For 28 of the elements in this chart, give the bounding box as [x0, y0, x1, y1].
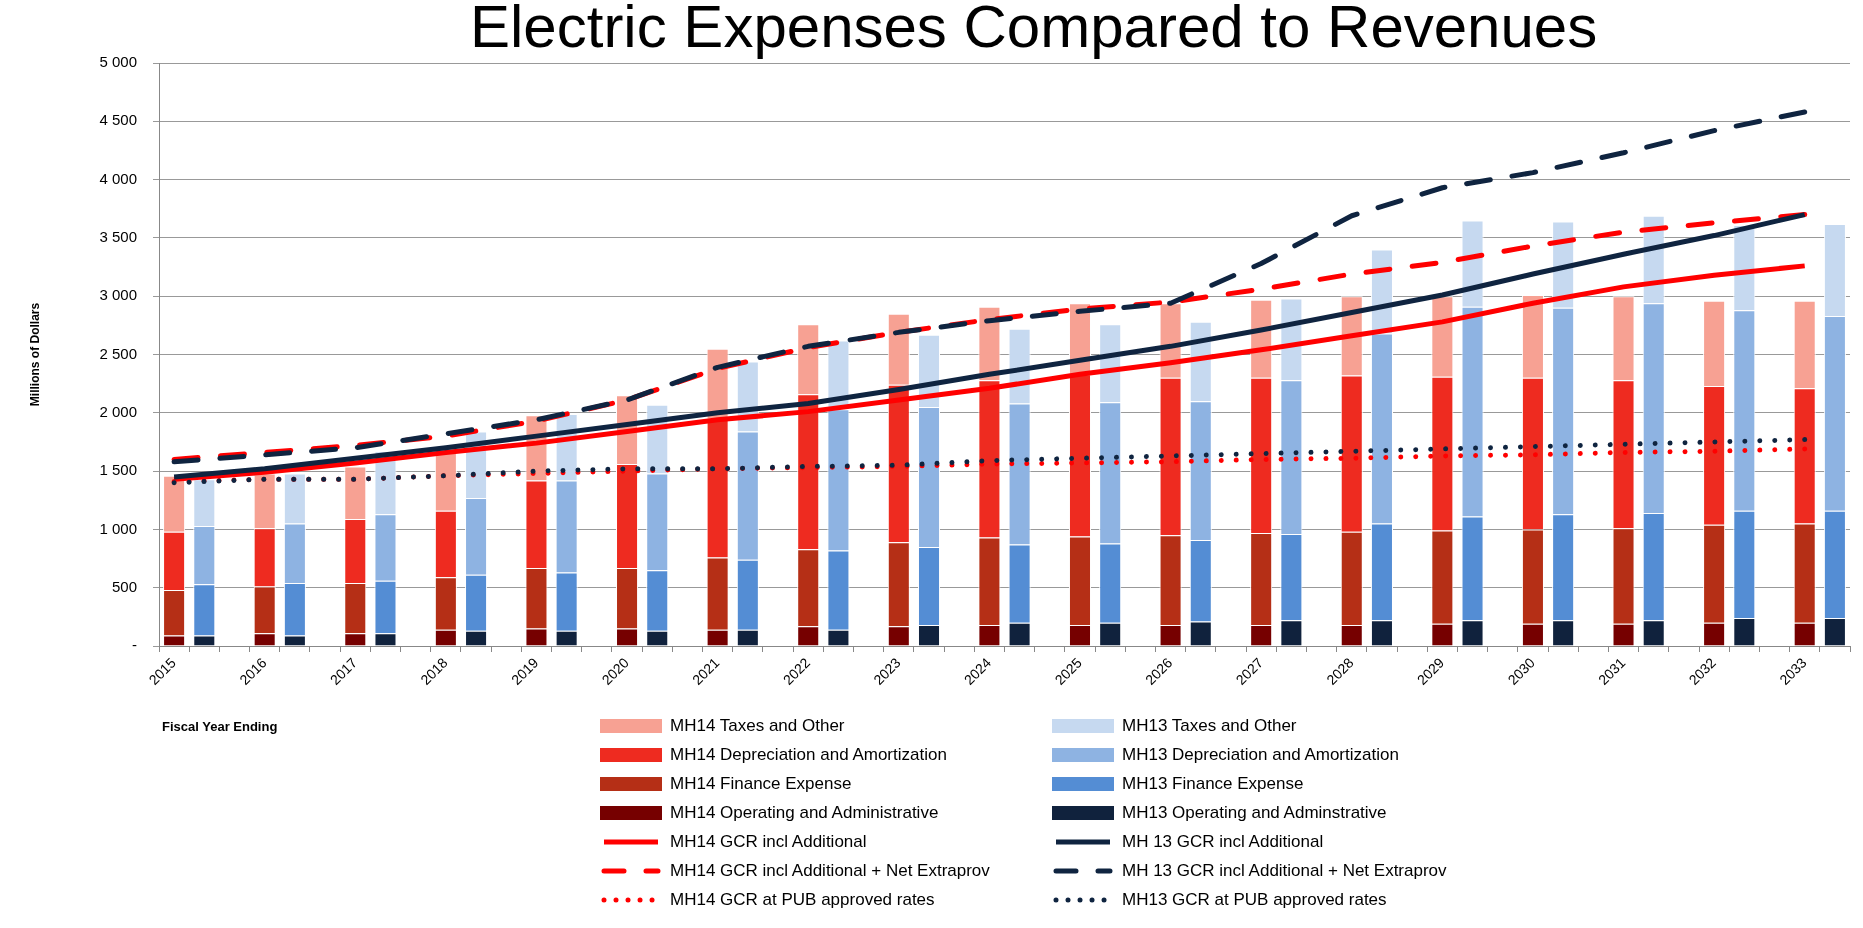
legend-label: MH14 GCR incl Additional + Net Extraprov [670, 860, 990, 881]
legend-label: MH13 Depreciation and Amortization [1122, 744, 1399, 765]
y-tick-label: 2 000 [99, 402, 137, 420]
legend-label: MH13 Finance Expense [1122, 773, 1304, 794]
y-tick-label: 4 000 [99, 169, 137, 187]
y-tick-label: 1 000 [99, 519, 137, 537]
y-tick-label: 500 [111, 577, 137, 595]
legend-label: MH14 GCR incl Additional [670, 831, 867, 852]
x-axis-title: Fiscal Year Ending [162, 719, 278, 734]
y-tick-label: 5 000 [99, 53, 137, 71]
legend-label: MH13 Taxes and Other [1122, 715, 1297, 736]
legend-label: MH14 Finance Expense [670, 773, 852, 794]
legend-label: MH 13 GCR incl Additional + Net Extraprov [1122, 860, 1447, 881]
legend-label: MH14 GCR at PUB approved rates [670, 889, 935, 910]
y-tick-label: 1 500 [99, 461, 137, 479]
legend-label: MH13 GCR at PUB approved rates [1122, 889, 1387, 910]
chart-title: Electric Expenses Compared to Revenues [470, 0, 1598, 60]
y-tick-label: 2 500 [99, 344, 137, 362]
legend-label: MH 13 GCR incl Additional [1122, 831, 1324, 852]
legend-label: MH14 Operating and Administrative [670, 802, 939, 823]
legend-label: MH14 Taxes and Other [670, 715, 845, 736]
y-axis-title: Millions of Dollars [27, 302, 42, 407]
y-tick-label: 3 000 [99, 286, 137, 304]
legend-label: MH13 Operating and Adminstrative [1122, 802, 1387, 823]
legend-label: MH14 Depreciation and Amortization [670, 744, 947, 765]
y-tick-label: 3 500 [99, 228, 137, 246]
y-tick-label: 4 500 [99, 111, 137, 129]
y-tick-label: - [132, 636, 137, 654]
